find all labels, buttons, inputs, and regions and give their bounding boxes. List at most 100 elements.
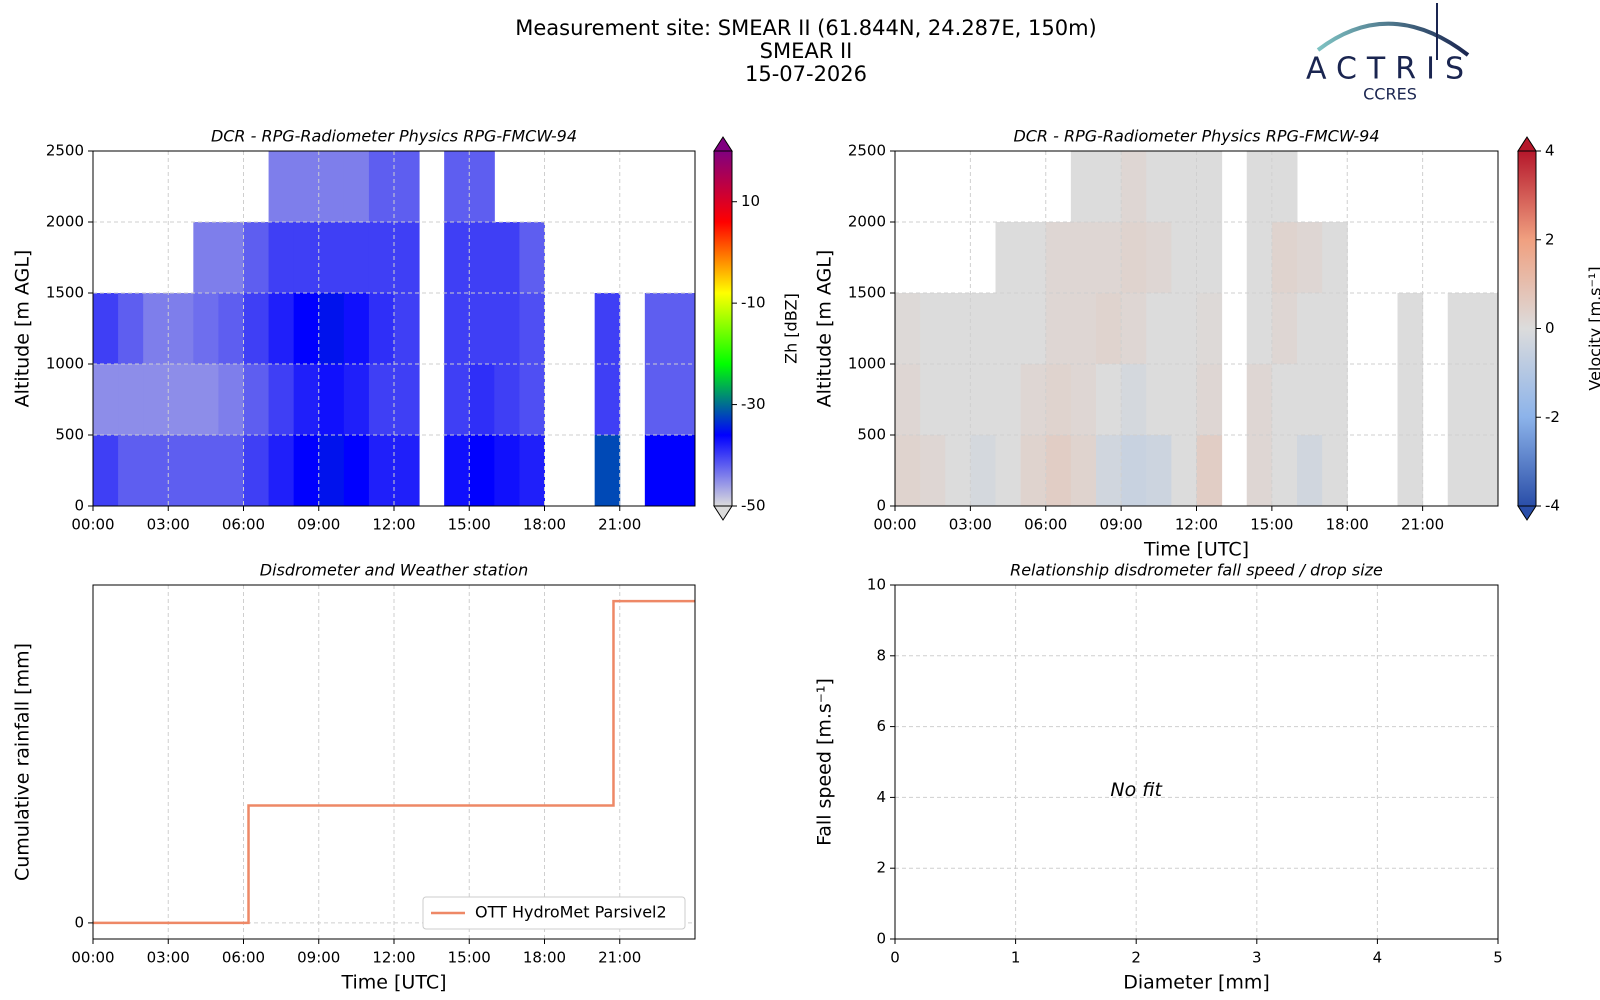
heatmap-cell	[970, 293, 996, 364]
heatmap-cell	[168, 293, 194, 364]
heatmap-cell	[1271, 222, 1298, 293]
x-axis-label: Time [UTC]	[340, 972, 446, 994]
heatmap-cell	[1271, 364, 1298, 435]
heatmap-cell	[1171, 293, 1197, 364]
heatmap-cell	[143, 435, 169, 506]
heatmap-cell	[1070, 435, 1097, 506]
panel-title: DCR - RPG-Radiometer Physics RPG-FMCW-94	[1013, 127, 1379, 146]
heatmap-cell	[394, 364, 420, 435]
heatmap-cell	[243, 435, 270, 506]
annotation: No fit	[1110, 779, 1163, 801]
heatmap-cell	[1121, 151, 1147, 222]
date: 15-07-2026	[745, 62, 867, 86]
heatmap-cell	[368, 151, 395, 222]
heatmap-cell	[644, 364, 671, 435]
heatmap-cell	[519, 435, 545, 506]
heatmap-cell	[1121, 293, 1147, 364]
heatmap-cell	[1472, 293, 1499, 364]
y-tick-label: 2	[876, 859, 886, 877]
y-tick-label: 1000	[848, 355, 886, 373]
heatmap-cell	[1246, 293, 1273, 364]
heatmap-cell	[93, 435, 119, 506]
panel: 00:00 03:00 06:00 09:00 12:00 15:00 18:00 21:00…	[12, 127, 801, 534]
heatmap-cell	[945, 435, 971, 506]
y-tick-label: 8	[876, 646, 886, 664]
heatmap-cell	[594, 364, 621, 435]
x-tick-label: 09:00	[297, 516, 340, 534]
heatmap-cell	[1472, 364, 1499, 435]
heatmap-cell	[1171, 435, 1197, 506]
heatmap-cell	[1297, 364, 1323, 435]
heatmap-cell	[243, 222, 270, 293]
heatmap-cell	[1447, 293, 1474, 364]
heatmap-cell	[594, 435, 621, 506]
heatmap-cell	[970, 364, 996, 435]
heatmap-cell	[368, 293, 395, 364]
heatmap-cell	[118, 293, 144, 364]
heatmap-cell	[1146, 222, 1172, 293]
heatmap-cell	[494, 435, 520, 506]
x-tick-label: 00:00	[71, 949, 114, 967]
heatmap-cell	[494, 293, 520, 364]
y-tick-label: 1500	[848, 284, 886, 302]
heatmap-cell	[1146, 151, 1172, 222]
colorbar-label: Zh [dBZ]	[782, 293, 801, 364]
heatmap-cell	[1196, 293, 1223, 364]
heatmap-cell	[1297, 222, 1323, 293]
x-tick-label: 06:00	[222, 949, 265, 967]
heatmap-cell	[268, 435, 295, 506]
plot-frame	[92, 150, 696, 507]
heatmap-cell	[1171, 364, 1197, 435]
heatmap-cell	[268, 293, 295, 364]
heatmap-cell	[1322, 293, 1348, 364]
heatmap-cell	[368, 222, 395, 293]
x-axis-label: Time [UTC]	[1143, 539, 1249, 561]
heatmap-cell	[218, 293, 244, 364]
heatmap-cell	[444, 222, 470, 293]
heatmap-cell	[1045, 364, 1072, 435]
heatmap-cell	[669, 293, 696, 364]
y-tick-label: 6	[876, 717, 886, 735]
panel: 00:00 03:00 06:00 09:00 12:00 15:00 18:00 21:00…	[12, 561, 696, 994]
heatmap-cell	[1171, 151, 1197, 222]
colorbar-tick-label: 2	[1545, 230, 1555, 248]
heatmap-cell	[394, 435, 420, 506]
heatmap-cell	[168, 364, 194, 435]
heatmap-cell	[920, 293, 946, 364]
colorbar-tick-label: -30	[741, 395, 766, 413]
colorbar-tick-label: -4	[1545, 497, 1560, 515]
heatmap-cell	[1246, 364, 1273, 435]
heatmap-cell	[293, 435, 320, 506]
heatmap-cell	[368, 364, 395, 435]
colorbar-extend	[713, 136, 733, 152]
heatmap-cell	[1121, 435, 1147, 506]
x-tick-label: 12:00	[372, 949, 415, 967]
x-tick-label: 21:00	[598, 949, 641, 967]
heatmap-cell	[1045, 293, 1072, 364]
y-tick-label: 500	[55, 426, 84, 444]
heatmap-cell	[1246, 435, 1273, 506]
heatmap-cell	[218, 364, 244, 435]
heatmap-cell	[1297, 293, 1323, 364]
y-tick-label: 0	[74, 497, 84, 515]
heatmap-cell	[1146, 293, 1172, 364]
heatmap-cell	[469, 435, 495, 506]
heatmap-cell	[1020, 222, 1047, 293]
heatmap-cell	[93, 364, 119, 435]
x-tick-label: 15:00	[448, 949, 491, 967]
heatmap-cell	[1271, 293, 1298, 364]
heatmap-cell	[1322, 435, 1348, 506]
y-axis-label: Altitude [m AGL]	[12, 250, 34, 408]
x-tick-label: 5	[1493, 949, 1503, 967]
x-tick-label: 1	[1011, 949, 1021, 967]
heatmap-cell	[1271, 435, 1298, 506]
heatmap-cell	[193, 222, 219, 293]
heatmap-cell	[93, 293, 119, 364]
heatmap-cell	[1146, 364, 1172, 435]
heatmap-cell	[1271, 151, 1298, 222]
heatmap-cell	[1096, 293, 1122, 364]
heatmap-cell	[318, 364, 345, 435]
heatmap-cell	[1397, 364, 1424, 435]
heatmap-cell	[168, 435, 194, 506]
x-tick-label: 15:00	[448, 516, 491, 534]
